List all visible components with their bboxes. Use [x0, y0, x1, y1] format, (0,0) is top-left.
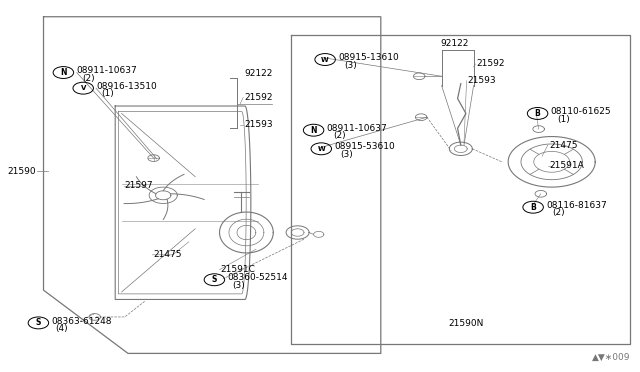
- Text: 92122: 92122: [440, 39, 468, 48]
- Text: 21591C: 21591C: [221, 265, 255, 274]
- Text: 21592: 21592: [477, 60, 506, 68]
- Text: 08915-13610: 08915-13610: [338, 53, 399, 62]
- Text: 21593: 21593: [244, 120, 273, 129]
- Text: 08110-61625: 08110-61625: [550, 107, 611, 116]
- Text: 21475: 21475: [154, 250, 182, 259]
- Text: W: W: [317, 146, 325, 152]
- Text: S: S: [36, 318, 41, 327]
- Text: (1): (1): [101, 89, 114, 98]
- Text: (3): (3): [344, 61, 357, 70]
- Text: B: B: [531, 203, 536, 212]
- Text: (2): (2): [552, 208, 565, 217]
- Text: 21591A: 21591A: [549, 161, 584, 170]
- Text: 08911-10637: 08911-10637: [77, 66, 138, 75]
- Text: (3): (3): [232, 281, 245, 290]
- Text: 08363-61248: 08363-61248: [51, 317, 112, 326]
- Text: 08116-81637: 08116-81637: [546, 201, 607, 210]
- Text: 21475: 21475: [549, 141, 578, 150]
- Text: 92122: 92122: [244, 69, 273, 78]
- Text: W: W: [321, 57, 329, 62]
- Text: 21590N: 21590N: [448, 319, 483, 328]
- Text: V: V: [81, 85, 86, 91]
- Text: (2): (2): [82, 74, 95, 83]
- Text: 08911-10637: 08911-10637: [326, 124, 387, 133]
- Text: 21593: 21593: [468, 76, 497, 85]
- Text: (4): (4): [56, 324, 68, 333]
- Text: B: B: [535, 109, 540, 118]
- Text: S: S: [212, 275, 217, 284]
- Text: 21590: 21590: [7, 167, 36, 176]
- Text: N: N: [60, 68, 67, 77]
- Text: N: N: [310, 126, 317, 135]
- Text: (1): (1): [557, 115, 570, 124]
- Text: 21597: 21597: [125, 182, 154, 190]
- Text: 21592: 21592: [244, 93, 273, 102]
- Text: 08916-13510: 08916-13510: [96, 82, 157, 91]
- Text: 08915-53610: 08915-53610: [334, 142, 395, 151]
- Text: (2): (2): [333, 131, 346, 140]
- Text: ▲▼∗009: ▲▼∗009: [592, 353, 630, 362]
- Text: (3): (3): [340, 150, 353, 159]
- Text: 08360-52514: 08360-52514: [227, 273, 288, 282]
